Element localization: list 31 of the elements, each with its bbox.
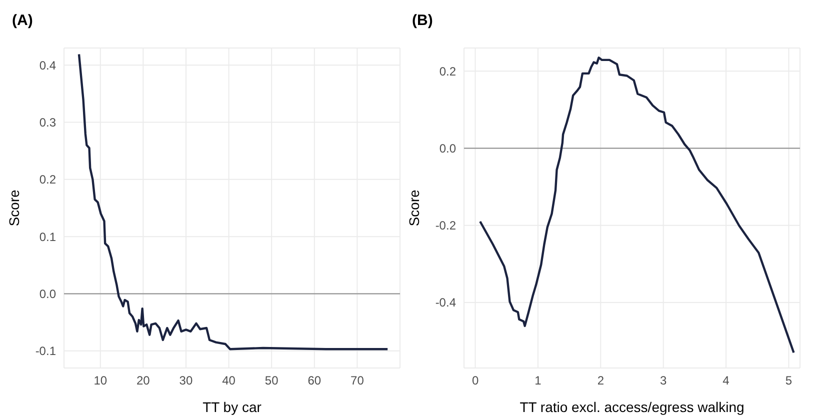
x-tick-label: 40 xyxy=(222,374,236,388)
y-tick-label: 0.2 xyxy=(439,64,456,78)
x-tick-label: 5 xyxy=(785,374,792,388)
x-tick-label: 60 xyxy=(308,374,322,388)
y-tick-label: -0.1 xyxy=(35,344,56,358)
x-tick-label: 3 xyxy=(660,374,667,388)
x-tick-label: 0 xyxy=(472,374,479,388)
y-axis-title: Score xyxy=(6,190,22,226)
chart-title: (B) xyxy=(411,11,434,31)
line-series xyxy=(479,56,795,354)
x-tick-label: 2 xyxy=(597,374,604,388)
y-tick-label: 0.0 xyxy=(439,142,456,156)
x-tick-label: 20 xyxy=(136,374,150,388)
y-tick-label: 0.1 xyxy=(39,230,56,244)
y-axis-title: Score xyxy=(406,190,422,226)
x-tick-label: 4 xyxy=(722,374,730,388)
x-tick-label: 1 xyxy=(534,374,542,388)
line-series xyxy=(78,53,389,350)
y-tick-label: 0.2 xyxy=(39,172,56,187)
y-tick-label: 0.4 xyxy=(39,58,56,72)
x-tick-label: 50 xyxy=(264,374,279,388)
y-tick-label: -0.4 xyxy=(435,296,456,310)
x-tick-label: 10 xyxy=(94,374,108,388)
x-axis-title: TT by car xyxy=(202,398,262,415)
y-tick-label: 0.0 xyxy=(39,286,56,301)
x-tick-label: 30 xyxy=(179,374,193,388)
y-tick-label: 0.3 xyxy=(39,116,56,130)
y-tick-label: -0.2 xyxy=(435,218,456,233)
x-axis-title: TT ratio excl. access/egress walking xyxy=(520,398,744,415)
x-tick-label: 70 xyxy=(350,374,364,388)
chart-title: (A) xyxy=(11,11,34,31)
